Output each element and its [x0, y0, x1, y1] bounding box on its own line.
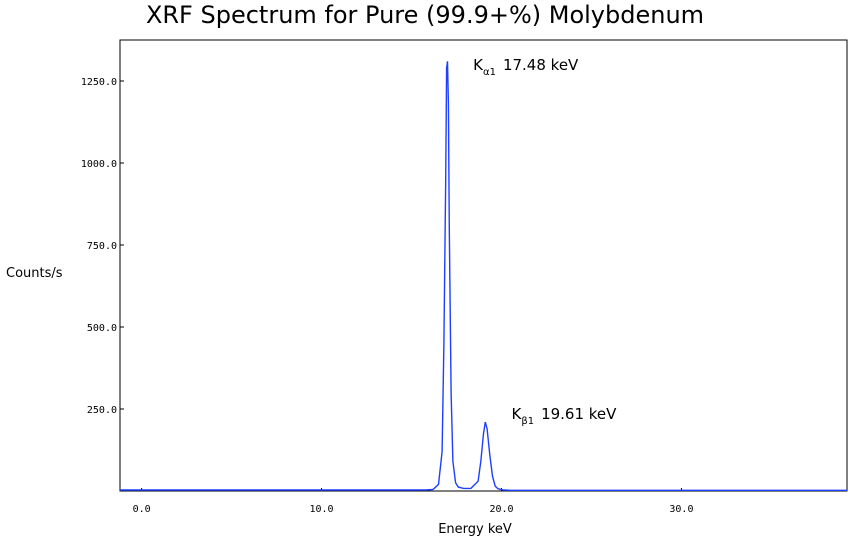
- peak-annotations: Kα1 17.48 keV Kβ1 19.61 keV: [473, 56, 617, 427]
- spectrum-series-line: [120, 61, 847, 491]
- x-axis-label: Energy keV: [438, 522, 512, 537]
- x-axis-ticks: 0.0 10.0 20.0 30.0: [133, 488, 693, 515]
- y-tick-label: 250.0: [87, 405, 117, 416]
- y-tick-label: 500.0: [87, 323, 117, 334]
- x-tick-label: 0.0: [133, 504, 151, 515]
- x-tick-label: 30.0: [669, 504, 693, 515]
- peak-annotation: Kα1 17.48 keV: [473, 56, 579, 78]
- x-tick-label: 10.0: [309, 504, 333, 515]
- plot-frame: [119, 39, 848, 492]
- x-tick-label: 20.0: [489, 504, 513, 515]
- chart-title: XRF Spectrum for Pure (99.9+%) Molybdenu…: [145, 1, 705, 29]
- y-tick-label: 1250.0: [81, 77, 117, 88]
- y-tick-label: 1000.0: [81, 159, 117, 170]
- y-tick-label: 750.0: [87, 241, 117, 252]
- y-axis-ticks: 250.0 500.0 750.0 1000.0 1250.0: [81, 77, 124, 416]
- peak-annotation: Kβ1 19.61 keV: [511, 405, 617, 427]
- y-axis-label: Counts/s: [6, 266, 63, 281]
